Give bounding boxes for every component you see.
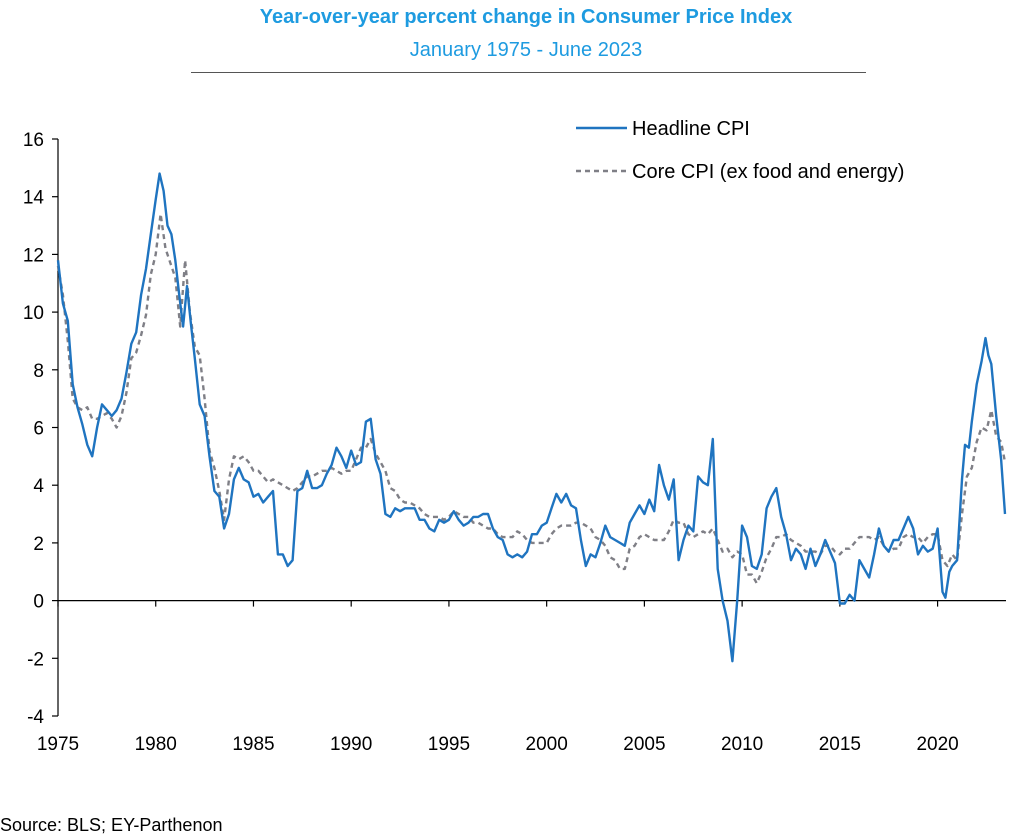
y-tick-label: 10 <box>23 303 44 324</box>
y-tick-label: 6 <box>33 419 44 440</box>
x-tick-label: 1985 <box>232 734 274 755</box>
y-tick-label: 8 <box>33 361 44 382</box>
y-tick-label: 4 <box>33 476 44 497</box>
legend: Headline CPI Core CPI (ex food and energ… <box>576 118 904 183</box>
y-tick-label: -4 <box>27 707 44 728</box>
axes: -4 -2 0 2 4 6 8 10 12 14 16 1975 1980 1985 1990 1995 200… <box>23 130 1006 755</box>
y-tick-label: 2 <box>33 534 44 555</box>
legend-label-core: Core CPI (ex food and energy) <box>632 161 904 183</box>
x-tick-label: 1980 <box>135 734 177 755</box>
y-tick-label: 0 <box>33 592 44 613</box>
series-lines <box>56 172 1007 663</box>
x-tick-label: 2015 <box>819 734 861 755</box>
x-tick-label: 1975 <box>37 734 79 755</box>
x-tick-label: 1995 <box>428 734 470 755</box>
x-tick-label: 2000 <box>526 734 568 755</box>
chart-title: Year-over-year percent change in Consume… <box>259 6 793 28</box>
x-tick-label: 2010 <box>721 734 763 755</box>
y-tick-label: 12 <box>23 245 44 266</box>
y-tick-label: 14 <box>23 188 45 209</box>
title-divider <box>191 72 866 73</box>
y-tick-label: 16 <box>23 130 44 151</box>
source-note: Source: BLS; EY-Parthenon <box>0 815 223 835</box>
y-tick-label: -2 <box>27 649 44 670</box>
core-cpi-line <box>56 212 1007 585</box>
x-tick-label: 2020 <box>916 734 958 755</box>
x-tick-label: 1990 <box>330 734 372 755</box>
legend-label-headline: Headline CPI <box>632 118 750 140</box>
chart-subtitle: January 1975 - June 2023 <box>409 39 643 61</box>
x-tick-label: 2005 <box>623 734 665 755</box>
headline-cpi-line <box>56 172 1007 663</box>
